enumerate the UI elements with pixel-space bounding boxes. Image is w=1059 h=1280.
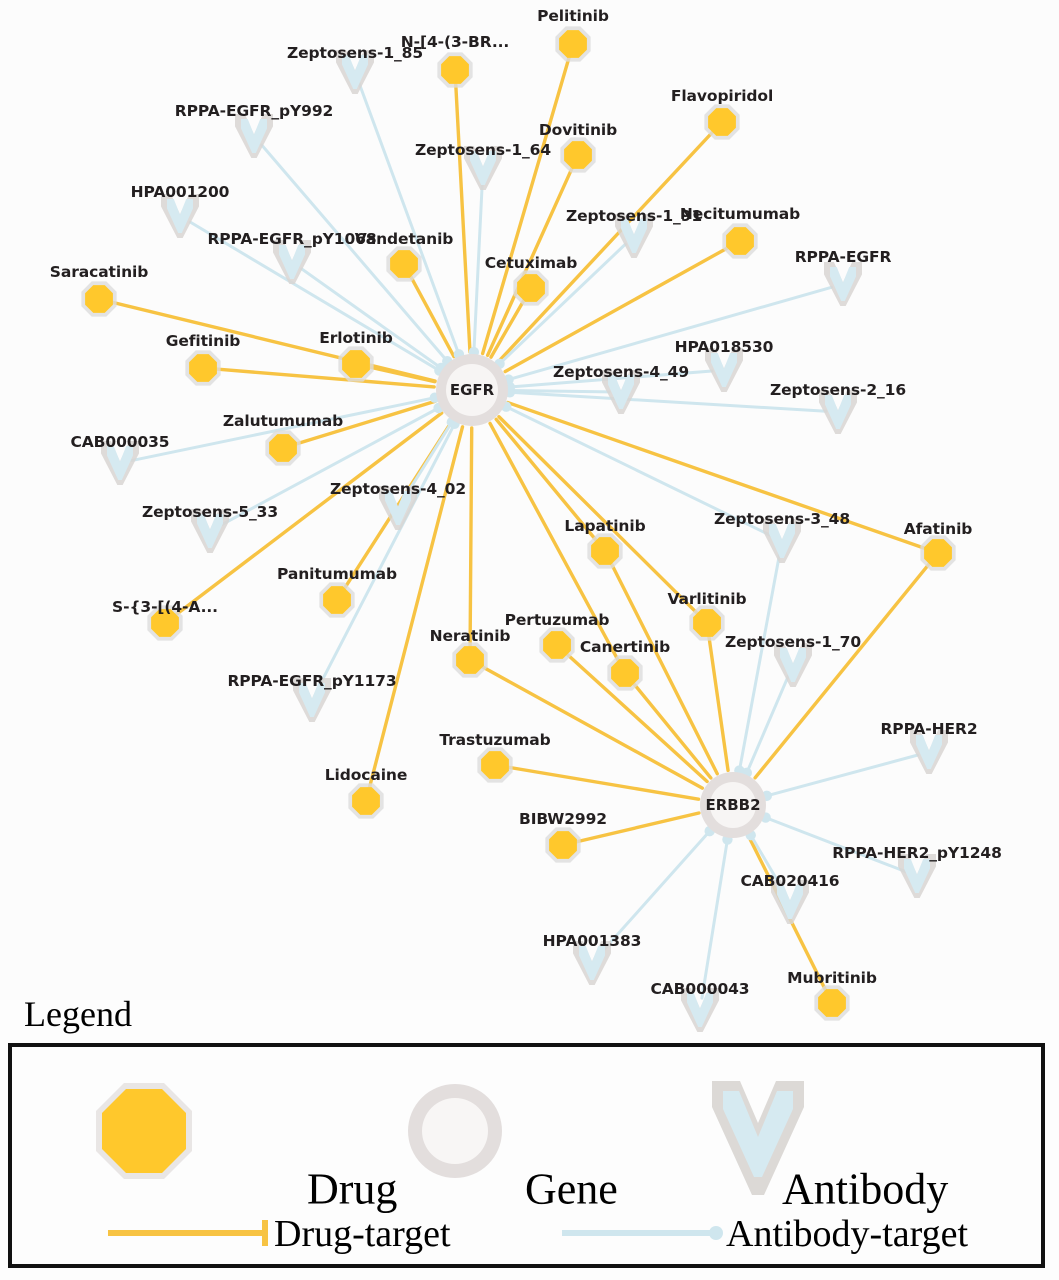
legend-box: Drug Gene Antibody Drug-target Antibody-… xyxy=(8,1043,1045,1268)
drug-node[interactable] xyxy=(185,350,221,386)
drug-node[interactable] xyxy=(555,26,591,62)
antibody-node[interactable] xyxy=(898,854,936,898)
legend-antibody-edge xyxy=(562,1226,723,1240)
antibody-node[interactable] xyxy=(602,370,640,414)
edge-drug-target xyxy=(366,364,437,384)
legend-label-drug-target: Drug-target xyxy=(274,1213,451,1255)
antibody-node[interactable] xyxy=(573,941,611,985)
legend-drug-icon xyxy=(96,1083,192,1179)
legend-label-drug: Drug xyxy=(307,1164,398,1214)
gene-label: EGFR xyxy=(449,381,495,399)
drug-node[interactable] xyxy=(607,655,643,691)
antibody-node[interactable] xyxy=(763,519,801,563)
drug-node[interactable] xyxy=(814,985,850,1021)
edge-drug-target xyxy=(488,421,621,665)
antibody-node[interactable] xyxy=(235,114,273,158)
drug-node[interactable] xyxy=(539,627,575,663)
edge-drug-target xyxy=(706,633,730,773)
edge-drug-target xyxy=(506,400,929,551)
drug-node[interactable] xyxy=(477,747,513,783)
antibody-node[interactable] xyxy=(101,441,139,485)
edge-drug-target xyxy=(213,367,436,389)
edge-drug-target xyxy=(608,560,719,776)
edge-drug-target xyxy=(630,680,713,780)
edge-drug-target xyxy=(503,245,732,374)
antibody-node[interactable] xyxy=(824,262,862,306)
drug-node[interactable] xyxy=(338,346,374,382)
edge-drug-target xyxy=(572,811,701,844)
antibody-node[interactable] xyxy=(191,509,229,553)
antibody-node[interactable] xyxy=(774,643,812,687)
legend-graphics xyxy=(96,1081,804,1246)
edge-drug-target xyxy=(367,425,465,792)
drug-node[interactable] xyxy=(560,137,596,173)
drug-node[interactable] xyxy=(722,223,758,259)
legend-antibody-icon xyxy=(712,1081,804,1195)
drug-node[interactable] xyxy=(265,430,301,466)
edge-drug-target xyxy=(453,80,472,354)
node-layer xyxy=(81,26,956,1032)
antibody-node[interactable] xyxy=(293,678,331,722)
gene-node[interactable] xyxy=(436,354,508,426)
antibody-node[interactable] xyxy=(161,194,199,238)
antibody-node[interactable] xyxy=(379,486,417,530)
legend-label-antibody-target: Antibody-target xyxy=(726,1213,969,1255)
edge-drug-target xyxy=(505,765,701,801)
legend-drug-edge xyxy=(108,1220,268,1246)
drug-node[interactable] xyxy=(545,827,581,863)
drug-node[interactable] xyxy=(587,533,623,569)
drug-node[interactable] xyxy=(437,52,473,88)
edge-drug-target xyxy=(564,651,709,784)
antibody-node[interactable] xyxy=(681,988,719,1032)
antibody-node[interactable] xyxy=(910,730,948,774)
network-canvas[interactable]: Pelitinib N-[4-(3-BR... Flavopiridol Doviti… xyxy=(0,0,1059,1032)
drug-node[interactable] xyxy=(386,246,422,282)
antibody-node[interactable] xyxy=(273,240,311,284)
edge-drug-target xyxy=(485,164,575,358)
antibody-node[interactable] xyxy=(336,50,374,94)
edge-drug-target xyxy=(407,272,456,359)
drug-node[interactable] xyxy=(147,605,183,641)
antibody-node[interactable] xyxy=(819,390,857,434)
legend-label-antibody: Antibody xyxy=(782,1164,949,1214)
legend-label-gene: Gene xyxy=(525,1164,618,1214)
legend-gene-icon xyxy=(408,1084,502,1178)
gene-label: ERBB2 xyxy=(705,796,761,814)
edge-drug-target xyxy=(468,426,474,650)
edge-layer xyxy=(108,53,933,1000)
drug-node[interactable] xyxy=(920,535,956,571)
edge-drug-target xyxy=(292,399,438,447)
edge-drug-target xyxy=(496,129,716,364)
legend-title: Legend xyxy=(24,994,132,1034)
drug-node[interactable] xyxy=(81,281,117,317)
antibody-node[interactable] xyxy=(771,880,809,924)
edge-drug-target xyxy=(172,411,444,618)
edge-drug-target xyxy=(478,664,705,790)
antibody-node[interactable] xyxy=(705,348,743,392)
antibody-node[interactable] xyxy=(464,146,502,190)
drug-node[interactable] xyxy=(704,104,740,140)
drug-node[interactable] xyxy=(319,582,355,618)
edge-drug-target xyxy=(494,417,600,544)
edge-drug-target xyxy=(497,415,701,617)
drug-node[interactable] xyxy=(513,270,549,306)
edge-drug-target xyxy=(489,296,527,359)
edge-drug-target xyxy=(480,53,572,356)
edge-drug-target xyxy=(108,300,437,383)
drug-node[interactable] xyxy=(689,605,725,641)
legend: Legend xyxy=(0,985,1059,1280)
edge-drug-target xyxy=(753,560,933,780)
gene-node[interactable] xyxy=(700,772,766,838)
antibody-node[interactable] xyxy=(615,214,653,258)
drug-node[interactable] xyxy=(452,642,488,678)
drug-node[interactable] xyxy=(348,783,384,819)
